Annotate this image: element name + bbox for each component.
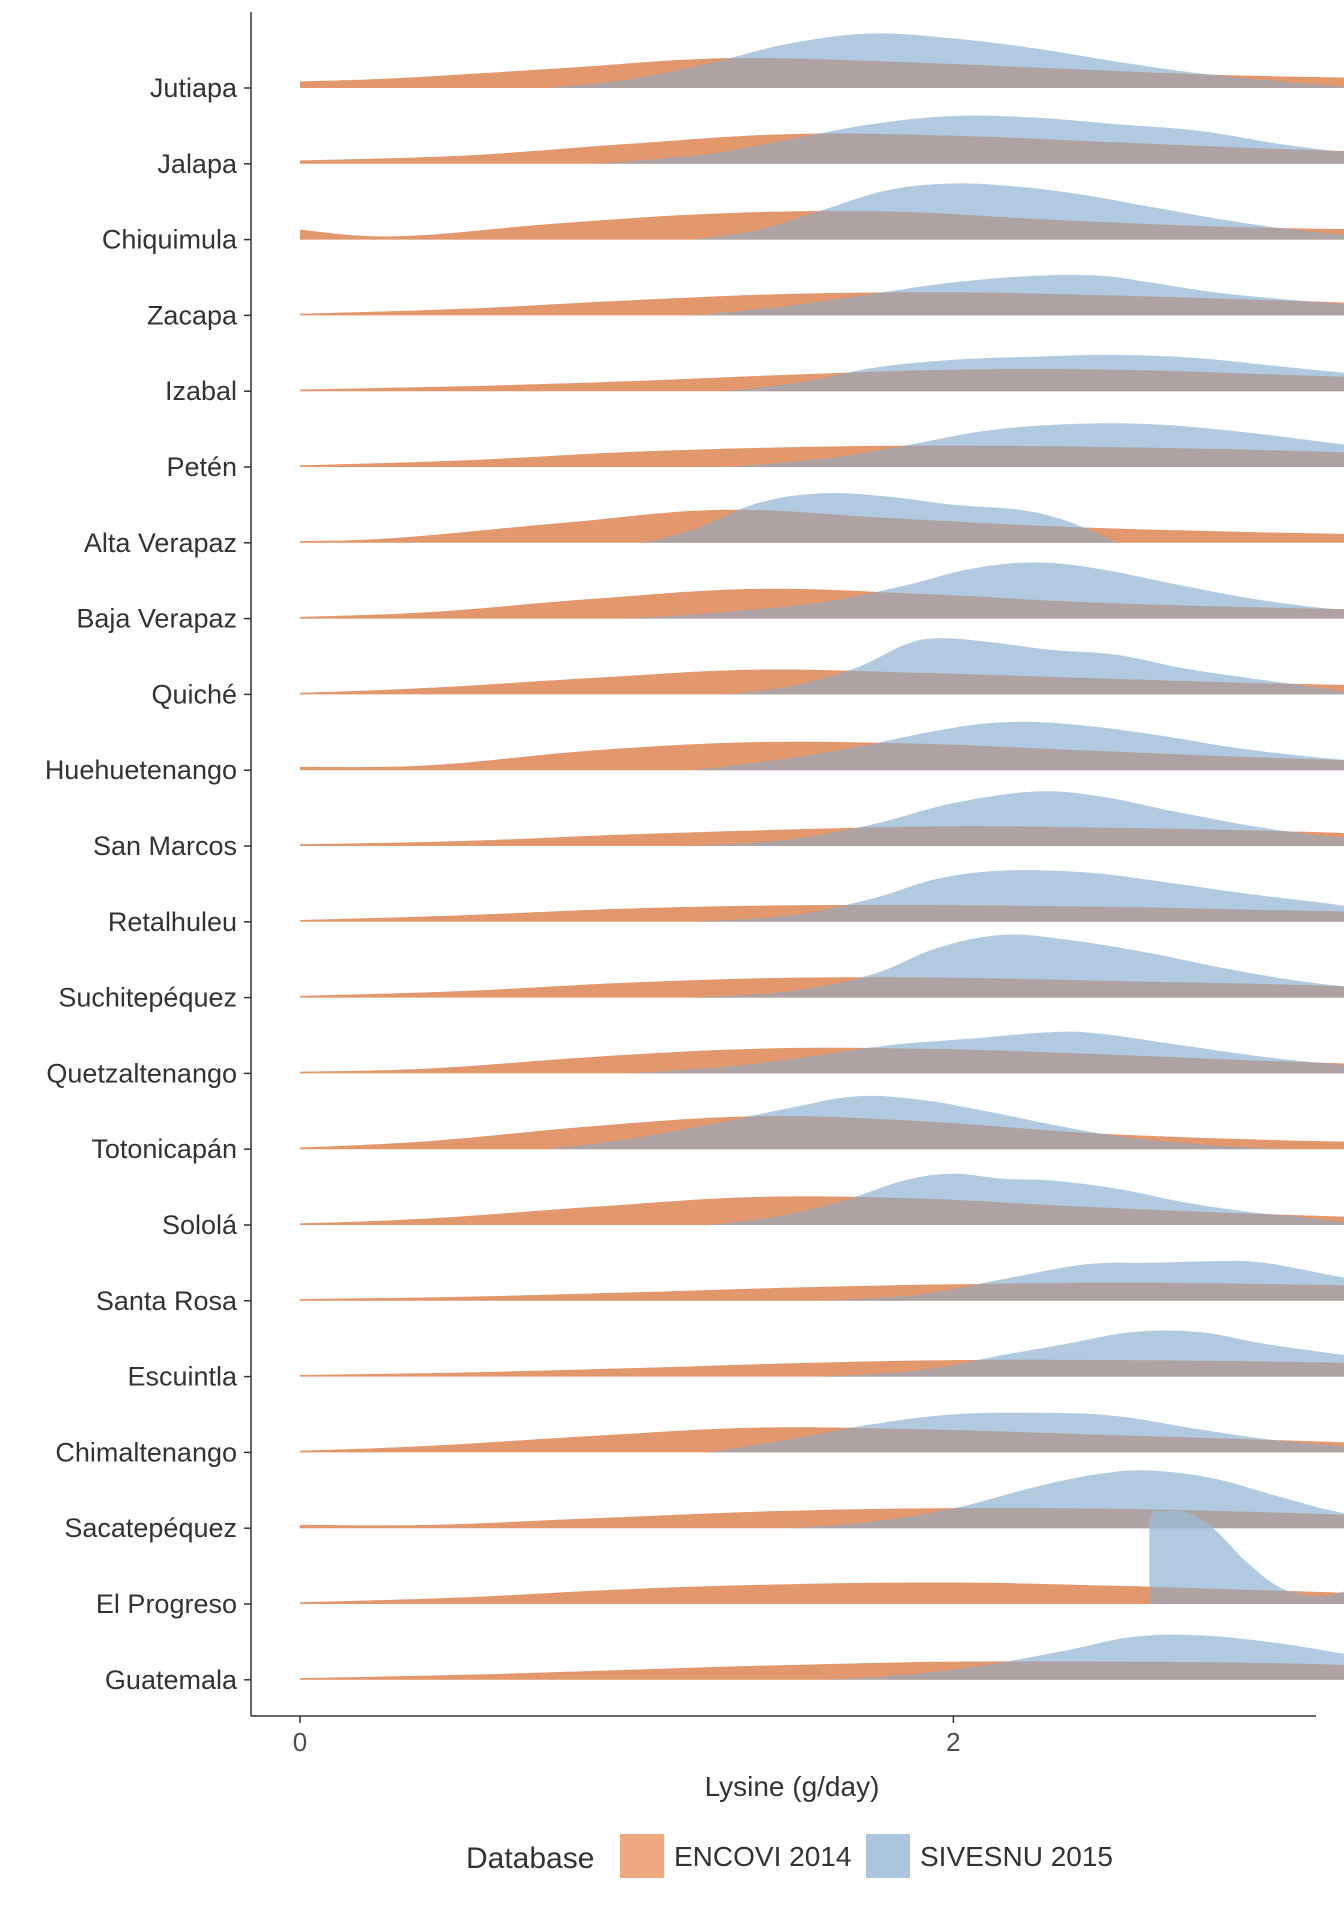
density-sivesnu-2015-escuintla	[822, 1330, 1344, 1377]
density-sivesnu-2015-el-progreso	[1149, 1510, 1344, 1604]
x-tick-label: 0	[293, 1727, 307, 1757]
density-sivesnu-2015-huehuetenango	[692, 721, 1344, 771]
y-axis: Jutiapa Jalapa Chiquimula Zacapa Izabal Petén…	[45, 12, 252, 1716]
density-overlap-guatemala	[300, 1661, 1344, 1680]
region-label-baja-verapaz: Baja Verapaz	[76, 604, 237, 634]
region-label-alta-verapaz: Alta Verapaz	[84, 528, 237, 558]
density-overlap-chiquimula	[300, 210, 1344, 240]
density-sivesnu-2015-quetzaltenango	[626, 1031, 1344, 1074]
density-sivesnu-2015-sacatepequez	[790, 1470, 1344, 1529]
density-sivesnu-2015-totonicapan	[545, 1095, 1281, 1150]
region-label-jalapa: Jalapa	[157, 149, 238, 179]
density-sivesnu-2015-alta-verapaz	[643, 492, 1117, 543]
region-label-sacatepequez: Sacatepéquez	[64, 1513, 237, 1543]
density-sivesnu-2015-jutiapa	[545, 33, 1344, 88]
region-label-santa-rosa: Santa Rosa	[96, 1286, 238, 1316]
x-axis-title: Lysine (g/day)	[705, 1771, 880, 1802]
region-label-escuintla: Escuintla	[127, 1362, 238, 1392]
density-overlap-el-progreso	[300, 1582, 1344, 1604]
legend-key-encovi-2014	[620, 1834, 664, 1878]
region-label-quiche: Quiché	[151, 679, 237, 709]
density-overlap-huehuetenango	[300, 741, 1344, 771]
density-sivesnu-2015-santa-rosa	[822, 1260, 1344, 1301]
density-sivesnu-2015-chimaltenango	[708, 1412, 1344, 1453]
density-sivesnu-2015-quiche	[724, 638, 1344, 695]
x-tick-label: 2	[946, 1727, 960, 1757]
density-overlap-chimaltenango	[300, 1427, 1344, 1453]
density-sivesnu-2015-peten	[724, 423, 1344, 467]
density-overlap-sacatepequez	[300, 1507, 1344, 1529]
density-overlap-santa-rosa	[300, 1282, 1344, 1301]
density-sivesnu-2015-jalapa	[594, 115, 1344, 164]
density-sivesnu-2015-izabal	[724, 354, 1344, 392]
density-sivesnu-2015-retalhuleu	[692, 870, 1344, 922]
density-sivesnu-2015-chiquimula	[692, 183, 1344, 240]
density-overlap-san-marcos	[300, 826, 1344, 846]
density-sivesnu-2015-baja-verapaz	[626, 562, 1344, 619]
legend-title: Database	[466, 1842, 594, 1875]
region-label-zacapa: Zacapa	[147, 300, 238, 330]
region-label-izabal: Izabal	[165, 376, 237, 406]
legend: Database ENCOVI 2014 SIVESNU 2015	[466, 1834, 1113, 1878]
density-sivesnu-2015-zacapa	[692, 274, 1344, 316]
density-overlap-peten	[300, 445, 1344, 467]
region-label-retalhuleu: Retalhuleu	[108, 907, 237, 937]
region-label-suchitepequez: Suchitepéquez	[58, 983, 237, 1013]
density-overlap-solola	[300, 1196, 1344, 1225]
density-overlap-izabal	[300, 369, 1344, 392]
density-overlap-quetzaltenango	[300, 1047, 1344, 1074]
region-label-huehuetenango: Huehuetenango	[45, 755, 237, 785]
density-overlap-quiche	[300, 669, 1344, 695]
region-label-peten: Petén	[166, 452, 237, 482]
region-label-solola: Sololá	[162, 1210, 238, 1240]
region-label-quetzaltenango: Quetzaltenango	[46, 1058, 237, 1088]
density-overlap-retalhuleu	[300, 904, 1344, 922]
x-axis: 0246	[251, 1715, 1316, 1757]
density-overlap-totonicapan	[300, 1116, 1344, 1150]
density-sivesnu-2015-solola	[708, 1173, 1344, 1225]
density-sivesnu-2015-san-marcos	[692, 791, 1344, 846]
region-label-chiquimula: Chiquimula	[102, 225, 238, 255]
region-label-san-marcos: San Marcos	[93, 831, 237, 861]
legend-label-sivesnu-2015: SIVESNU 2015	[920, 1841, 1113, 1872]
region-label-totonicapan: Totonicapán	[91, 1134, 237, 1164]
legend-label-encovi-2014: ENCOVI 2014	[674, 1841, 851, 1872]
density-sivesnu-2015-suchitepequez	[692, 934, 1344, 998]
region-label-jutiapa: Jutiapa	[150, 73, 238, 103]
legend-key-sivesnu-2015	[866, 1834, 910, 1878]
density-overlap-baja-verapaz	[300, 588, 1344, 619]
region-label-guatemala: Guatemala	[105, 1665, 238, 1695]
density-overlap-suchitepequez	[300, 977, 1344, 998]
region-label-chimaltenango: Chimaltenango	[55, 1437, 237, 1467]
density-overlap-zacapa	[300, 292, 1344, 316]
density-overlap-alta-verapaz	[300, 509, 1344, 543]
density-sivesnu-2015-guatemala	[822, 1634, 1344, 1680]
density-overlap-jalapa	[300, 133, 1344, 164]
ridge-layer	[300, 33, 1344, 1680]
density-overlap-escuintla	[300, 1359, 1344, 1377]
density-encovi-2014-el-progreso	[300, 1582, 1344, 1604]
region-label-el-progreso: El Progreso	[96, 1589, 237, 1619]
density-overlap-jutiapa	[300, 58, 1344, 88]
